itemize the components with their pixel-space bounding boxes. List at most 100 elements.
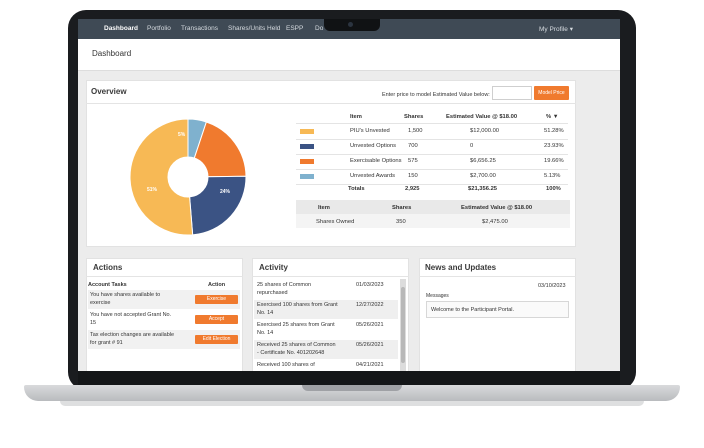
activity-text: No. 14 [257,310,274,316]
action-text: Tax election changes are available [90,332,175,338]
activity-row [254,320,398,339]
news-date: 03/10/2023 [538,283,566,289]
activity-date: 12/27/2022 [356,302,384,308]
nav-transactions[interactable]: Transactions [181,25,218,32]
activity-row [254,300,398,319]
action-text: 15 [90,320,97,326]
owned-value: $2,475.00 [482,219,508,225]
row-item: Unvested Options [350,143,397,149]
messages-label: Messages [426,293,449,299]
legend-swatch [300,174,314,179]
row-divider [296,139,568,140]
action-text: for grant # 91 [90,340,123,346]
pie-slice [189,175,247,236]
activity-text: No. 14 [257,330,274,336]
row-value: 0 [470,143,474,149]
actions-title: Actions [93,263,123,272]
activity-text: repurchased [257,290,288,296]
activity-row [254,340,398,359]
owned-col-shares: Shares [392,205,412,211]
col-estimated-value: Estimated Value @ $18.00 [446,114,518,120]
news-title: News and Updates [425,263,497,272]
legend-swatch [300,159,314,164]
pie-slice [129,118,194,236]
actions-col-action: Action [208,282,226,288]
owned-shares: 350 [396,219,406,225]
activity-text: Exercised 100 shares from Grant [257,302,338,308]
activity-date: 01/03/2023 [356,282,384,288]
row-divider [296,184,568,185]
action-text: You have shares available to [90,292,161,298]
activity-text: Received 100 shares of [257,362,315,368]
nav-espp[interactable]: ESPP [286,25,304,32]
owned-col-item: Item [318,205,330,211]
activity-row [254,360,398,371]
actions-col-tasks: Account Tasks [88,282,127,288]
row-divider [296,154,568,155]
nav-dashboard[interactable]: Dashboard [104,25,138,32]
laptop-notch [324,19,380,31]
action-row [88,310,240,329]
pie-label-51: 51% [147,187,158,193]
overview-divider [86,103,576,104]
pie-label-5: 5% [178,132,186,138]
legend-swatch [300,129,314,134]
model-price-input[interactable] [492,86,532,100]
actions-divider [86,276,243,277]
activity-text: 25 shares of Common [257,282,312,288]
totals-shares: 2,925 [405,186,420,192]
row-percent: 19.66% [544,158,564,164]
news-divider [419,276,576,277]
page-title: Dashboard [92,49,132,58]
row-value: $12,000.00 [470,128,500,134]
pie-label-24: 24% [220,189,231,195]
pie-slice [193,121,247,178]
nav-portfolio[interactable]: Portfolio [147,25,171,32]
row-percent: 5.13% [544,173,561,179]
col-percent-sort[interactable]: % ▼ [546,114,559,120]
camera-icon [348,22,353,27]
owned-item: Shares Owned [316,219,355,225]
action-text: exercise [90,300,111,306]
activity-row [254,280,398,299]
row-percent: 51.28% [544,128,564,134]
row-item: PIU's Unvested [350,128,390,134]
row-shares: 1,500 [408,128,423,134]
laptop-base-groove [302,385,402,391]
nav-my-profile[interactable]: My Profile ▾ [539,26,573,33]
nav-documents[interactable]: Do [315,25,324,32]
laptop-base [24,385,680,401]
owned-row-band [296,214,570,228]
laptop-bezel [78,371,620,385]
activity-scroll-thumb[interactable] [401,287,405,363]
accept-button[interactable]: Accept [195,315,238,324]
row-shares: 150 [408,173,418,179]
legend-swatch [300,144,314,149]
pie-label-20: 20% [244,141,255,147]
owned-col-value: Estimated Value @ $18.00 [461,205,533,211]
activity-date: 05/26/2021 [356,322,384,328]
exercise-button[interactable]: Exercise [195,295,238,304]
action-row [88,290,240,309]
activity-date: 04/21/2021 [356,362,384,368]
owned-header-band [296,200,570,214]
overview-title: Overview [91,87,127,96]
row-percent: 23.93% [544,143,564,149]
table-divider [296,123,568,124]
col-shares: Shares [404,114,424,120]
activity-title: Activity [259,263,288,272]
row-value: $6,656.25 [470,158,496,164]
model-price-label: Enter price to model Estimated Value bel… [382,92,490,98]
row-shares: 575 [408,158,418,164]
nav-shares-held[interactable]: Shares/Units Held [228,25,281,32]
row-item: Exercisable Options [350,158,402,164]
message-text: Welcome to the Participant Portal. [431,307,515,313]
activity-date: 05/26/2021 [356,342,384,348]
row-item: Unvested Awards [350,173,396,179]
row-value: $2,700.00 [470,173,496,179]
edit-election-button[interactable]: Edit Election [195,335,238,344]
action-text: You have not accepted Grant No. [90,312,172,318]
model-price-button[interactable]: Model Price [534,86,569,100]
page-header: Dashboard [78,39,620,71]
